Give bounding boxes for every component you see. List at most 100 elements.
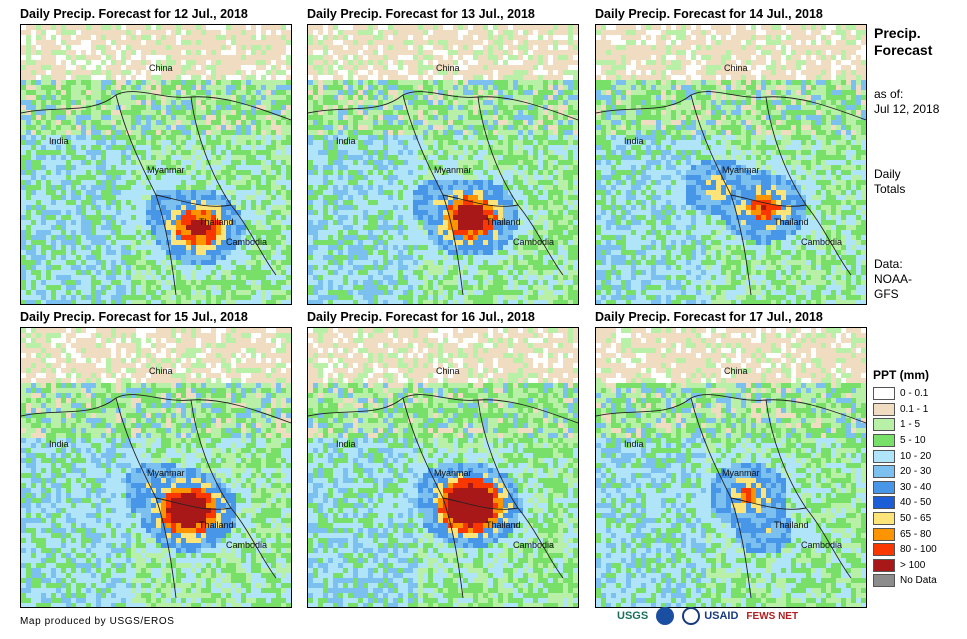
forecast-panel-6: Daily Precip. Forecast for 17 Jul., 2018… <box>595 310 867 608</box>
legend-items: 0 - 0.1 0.1 - 1 1 - 5 5 - 10 10 - 20 20 - 30 3… <box>873 386 963 589</box>
place-label-thailand: Thailand <box>199 217 234 227</box>
legend-title: PPT (mm) <box>873 368 930 382</box>
legend-label: 80 - 100 <box>900 544 937 556</box>
usaid-seal-icon <box>682 607 701 625</box>
noaa-logo-icon <box>656 607 675 625</box>
legend-label: 0 - 0.1 <box>900 388 929 400</box>
precip-map: China India Myanmar Thailand Cambodia <box>595 327 867 608</box>
usaid-logo: USAID <box>704 610 739 622</box>
place-label-thailand: Thailand <box>486 217 521 227</box>
place-label-cambodia: Cambodia <box>226 237 268 247</box>
place-label-thailand: Thailand <box>199 520 234 530</box>
place-label-myanmar: Myanmar <box>434 468 472 478</box>
panel-title: Daily Precip. Forecast for 17 Jul., 2018 <box>595 310 823 324</box>
legend-label: No Data <box>900 575 937 587</box>
asof-date: Jul 12, 2018 <box>874 102 940 116</box>
usgs-logo: USGS <box>617 610 649 622</box>
fewsnet-logo: FEWS NET <box>746 610 799 622</box>
place-label-cambodia: Cambodia <box>801 540 843 550</box>
panel-title: Daily Precip. Forecast for 12 Jul., 2018 <box>20 7 248 21</box>
data-source-line1: NOAA- <box>874 272 913 286</box>
place-label-cambodia: Cambodia <box>801 237 843 247</box>
panel-title: Daily Precip. Forecast for 14 Jul., 2018 <box>595 7 823 21</box>
legend-label: 1 - 5 <box>900 419 921 431</box>
legend-swatch <box>873 465 895 479</box>
sidebar-title: Precip. Forecast <box>874 25 932 59</box>
legend-item: 65 - 80 <box>873 526 963 542</box>
place-label-india: India <box>624 439 644 449</box>
forecast-panel-4: Daily Precip. Forecast for 15 Jul., 2018… <box>20 310 292 608</box>
legend-swatch <box>873 543 895 557</box>
map-credit: Map produced by USGS/EROS <box>20 616 175 627</box>
legend-swatch <box>873 558 895 572</box>
legend-item: 50 - 65 <box>873 511 963 527</box>
legend-item: 20 - 30 <box>873 464 963 480</box>
legend-swatch <box>873 574 895 588</box>
legend-label: 20 - 30 <box>900 466 932 478</box>
legend-label: 10 - 20 <box>900 450 932 462</box>
legend-label: > 100 <box>900 559 926 571</box>
panel-title: Daily Precip. Forecast for 15 Jul., 2018 <box>20 310 248 324</box>
sidebar-title-line2: Forecast <box>874 42 933 58</box>
place-label-thailand: Thailand <box>774 520 809 530</box>
legend-item: 0 - 0.1 <box>873 386 963 402</box>
legend-item: 80 - 100 <box>873 542 963 558</box>
panel-title: Daily Precip. Forecast for 13 Jul., 2018 <box>307 7 535 21</box>
forecast-panel-1: Daily Precip. Forecast for 12 Jul., 2018… <box>20 7 292 305</box>
logo-strip: USGS USAID FEWS NET <box>617 607 806 625</box>
legend-label: 50 - 65 <box>900 513 932 525</box>
data-source-block: Data: NOAA- GFS <box>874 257 912 302</box>
legend-swatch <box>873 480 895 494</box>
place-label-myanmar: Myanmar <box>722 165 760 175</box>
forecast-panel-3: Daily Precip. Forecast for 14 Jul., 2018… <box>595 7 867 305</box>
asof-label: as of: <box>874 87 904 101</box>
legend-item: 30 - 40 <box>873 480 963 496</box>
legend-item: No Data <box>873 573 963 589</box>
place-label-myanmar: Myanmar <box>434 165 472 175</box>
legend-item: 10 - 20 <box>873 448 963 464</box>
legend-item: 5 - 10 <box>873 433 963 449</box>
legend-label: 30 - 40 <box>900 481 932 493</box>
legend-item: 40 - 50 <box>873 495 963 511</box>
place-label-india: India <box>336 439 356 449</box>
place-label-india: India <box>336 136 356 146</box>
forecast-panel-5: Daily Precip. Forecast for 16 Jul., 2018… <box>307 310 579 608</box>
legend-swatch <box>873 402 895 416</box>
legend-label: 5 - 10 <box>900 435 926 447</box>
place-label-cambodia: Cambodia <box>513 237 555 247</box>
totals-line1: Daily <box>874 167 901 181</box>
place-label-china: China <box>149 366 173 376</box>
legend-swatch <box>873 434 895 448</box>
place-label-china: China <box>436 63 460 73</box>
totals-block: Daily Totals <box>874 167 905 197</box>
legend-item: > 100 <box>873 558 963 574</box>
precip-map: China India Myanmar Thailand Cambodia <box>307 24 579 305</box>
legend-swatch <box>873 418 895 432</box>
data-source-line2: GFS <box>874 287 899 301</box>
legend-swatch <box>873 449 895 463</box>
legend-label: 0.1 - 1 <box>900 403 929 415</box>
totals-line2: Totals <box>874 182 906 196</box>
forecast-panel-2: Daily Precip. Forecast for 13 Jul., 2018… <box>307 7 579 305</box>
legend-label: 40 - 50 <box>900 497 932 509</box>
place-label-cambodia: Cambodia <box>226 540 268 550</box>
data-label: Data: <box>874 257 903 271</box>
place-label-thailand: Thailand <box>774 217 809 227</box>
precip-map: China India Myanmar Thailand Cambodia <box>595 24 867 305</box>
precip-map: China India Myanmar Thailand Cambodia <box>307 327 579 608</box>
place-label-india: India <box>624 136 644 146</box>
place-label-cambodia: Cambodia <box>513 540 555 550</box>
place-label-india: India <box>49 136 69 146</box>
place-label-thailand: Thailand <box>486 520 521 530</box>
sidebar-title-line1: Precip. <box>874 25 921 41</box>
precip-legend: PPT (mm) 0 - 0.1 0.1 - 1 1 - 5 5 - 10 10 - 2… <box>873 368 963 589</box>
legend-swatch <box>873 496 895 510</box>
legend-item: 1 - 5 <box>873 417 963 433</box>
place-label-myanmar: Myanmar <box>722 468 760 478</box>
place-label-china: China <box>724 366 748 376</box>
legend-swatch <box>873 387 895 401</box>
panel-title: Daily Precip. Forecast for 16 Jul., 2018 <box>307 310 535 324</box>
place-label-china: China <box>149 63 173 73</box>
precip-map: China India Myanmar Thailand Cambodia <box>20 24 292 305</box>
legend-label: 65 - 80 <box>900 528 932 540</box>
